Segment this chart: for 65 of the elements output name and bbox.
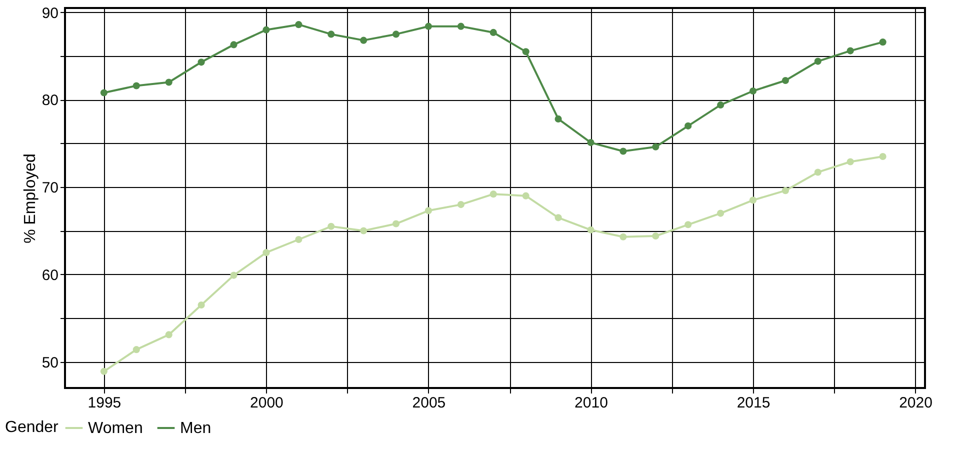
y-tick-label: 50 bbox=[42, 354, 58, 372]
point bbox=[814, 58, 822, 65]
y-axis-title: % Employed bbox=[22, 154, 39, 244]
point bbox=[424, 22, 432, 30]
point bbox=[652, 232, 660, 240]
point bbox=[457, 22, 464, 30]
point bbox=[328, 222, 335, 230]
point bbox=[230, 272, 238, 279]
point bbox=[360, 36, 368, 44]
x-tick-label: 2000 bbox=[250, 394, 284, 412]
point bbox=[684, 122, 692, 130]
point bbox=[749, 87, 757, 95]
point bbox=[165, 331, 172, 338]
point bbox=[424, 207, 432, 214]
y-tick-label: 90 bbox=[42, 4, 58, 22]
point bbox=[620, 233, 627, 240]
point bbox=[360, 227, 368, 234]
point bbox=[198, 58, 205, 66]
point bbox=[262, 26, 270, 34]
point bbox=[879, 152, 886, 160]
point bbox=[295, 236, 302, 244]
point bbox=[522, 48, 530, 56]
point bbox=[846, 158, 854, 166]
point bbox=[620, 148, 627, 155]
point bbox=[782, 76, 789, 84]
point bbox=[328, 30, 335, 38]
point bbox=[132, 82, 140, 90]
point bbox=[198, 301, 205, 309]
x-tick-label: 2005 bbox=[412, 394, 446, 412]
legend-title: Gender bbox=[5, 419, 60, 436]
point bbox=[295, 21, 302, 28]
y-tick-label: 70 bbox=[42, 180, 58, 197]
point bbox=[717, 101, 724, 108]
point bbox=[587, 226, 594, 234]
point bbox=[684, 221, 692, 228]
legend-label: Men bbox=[180, 420, 212, 437]
x-tick-label: 2020 bbox=[899, 394, 932, 412]
point bbox=[100, 89, 108, 96]
point bbox=[457, 201, 464, 208]
point bbox=[749, 196, 757, 204]
point bbox=[814, 168, 822, 176]
point bbox=[522, 192, 530, 200]
y-tick-label: 80 bbox=[42, 92, 58, 110]
point bbox=[262, 249, 270, 256]
point bbox=[717, 210, 724, 217]
point bbox=[392, 30, 400, 38]
x-tick-label: 1995 bbox=[88, 394, 122, 412]
point bbox=[652, 143, 660, 150]
point bbox=[100, 368, 108, 375]
x-tick-label: 2015 bbox=[736, 394, 770, 412]
point bbox=[165, 78, 172, 86]
point bbox=[782, 187, 789, 194]
point bbox=[587, 139, 594, 146]
y-tick-label: 60 bbox=[42, 266, 58, 284]
point bbox=[846, 47, 854, 54]
x-tick-label: 2010 bbox=[574, 394, 608, 412]
point bbox=[392, 220, 400, 228]
point bbox=[554, 214, 562, 222]
point bbox=[554, 115, 562, 122]
point bbox=[490, 190, 497, 198]
point bbox=[490, 28, 497, 36]
point bbox=[132, 346, 140, 354]
legend-label: Women bbox=[88, 420, 143, 437]
point bbox=[230, 41, 238, 48]
point bbox=[879, 38, 886, 46]
